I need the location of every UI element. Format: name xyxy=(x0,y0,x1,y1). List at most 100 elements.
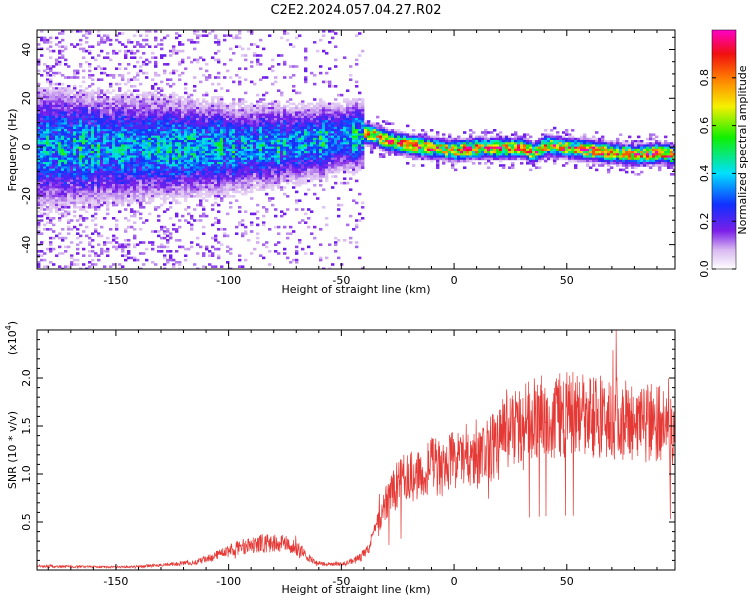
heatmap-cell xyxy=(52,230,56,233)
heatmap-cell xyxy=(286,168,290,172)
heatmap-cell xyxy=(94,122,98,125)
heatmap-cell xyxy=(259,122,263,125)
heatmap-cell xyxy=(181,115,185,119)
heatmap-cell xyxy=(70,118,74,121)
heatmap-cell xyxy=(121,170,125,174)
heatmap-cell xyxy=(67,133,71,136)
heatmap-cell xyxy=(85,199,89,202)
heatmap-cell xyxy=(262,137,266,141)
heatmap-cell xyxy=(250,181,254,185)
heatmap-cell xyxy=(94,190,98,194)
heatmap-cell xyxy=(154,120,158,123)
heatmap-cell xyxy=(61,208,65,211)
heatmap-cell xyxy=(274,181,278,185)
heatmap-cell xyxy=(37,91,41,95)
heatmap-cell xyxy=(76,135,80,139)
heatmap-cell xyxy=(163,162,167,165)
heatmap-cell xyxy=(61,142,65,145)
heatmap-cell xyxy=(82,135,86,139)
heatmap-cell xyxy=(112,144,116,147)
heatmap-cell xyxy=(91,206,95,209)
heatmap-cell xyxy=(286,129,290,132)
heatmap-cell xyxy=(124,188,128,191)
heatmap-cell xyxy=(55,148,59,152)
heatmap-cell xyxy=(220,148,224,152)
heatmap-cell xyxy=(208,250,212,253)
heatmap-cell xyxy=(106,241,110,244)
heatmap-cell xyxy=(67,168,71,172)
heatmap-cell xyxy=(229,47,233,51)
heatmap-cell xyxy=(88,76,92,79)
heatmap-cell xyxy=(172,140,176,143)
heatmap-cell xyxy=(277,151,281,154)
heatmap-cell xyxy=(130,201,134,205)
heatmap-cell xyxy=(271,188,275,191)
heatmap-cell xyxy=(154,148,158,152)
heatmap-cell xyxy=(79,151,83,154)
heatmap-cell xyxy=(154,164,158,167)
heatmap-cell xyxy=(229,115,233,119)
heatmap-cell xyxy=(127,146,131,150)
heatmap-cell xyxy=(115,129,119,132)
heatmap-cell xyxy=(187,179,191,183)
heatmap-cell xyxy=(280,142,284,145)
heatmap-cell xyxy=(232,107,236,110)
heatmap-cell xyxy=(73,157,77,161)
heatmap-cell xyxy=(145,71,149,75)
heatmap-cell xyxy=(226,179,230,183)
heatmap-cell xyxy=(166,102,170,106)
heatmap-cell xyxy=(133,137,137,141)
heatmap-cell xyxy=(196,181,200,185)
heatmap-cell xyxy=(109,144,113,147)
heatmap-cell xyxy=(193,148,197,152)
heatmap-cell xyxy=(151,195,155,198)
heatmap-cell xyxy=(190,173,194,176)
heatmap-cell xyxy=(46,208,50,211)
heatmap-cell xyxy=(67,102,71,106)
heatmap-cell xyxy=(58,126,62,130)
heatmap-cell xyxy=(85,120,89,123)
heatmap-cell xyxy=(43,122,47,125)
heatmap-cell xyxy=(97,78,101,81)
heatmap-cell xyxy=(52,162,56,165)
heatmap-cell xyxy=(214,197,218,200)
heatmap-cell xyxy=(133,245,137,249)
heatmap-cell xyxy=(64,206,68,209)
heatmap-cell xyxy=(259,157,263,161)
heatmap-cell xyxy=(175,159,179,163)
heatmap-cell xyxy=(70,151,74,154)
heatmap-cell xyxy=(238,120,242,123)
heatmap-cell xyxy=(133,144,137,147)
heatmap-cell xyxy=(52,151,56,154)
heatmap-cell xyxy=(118,188,122,191)
heatmap-cell xyxy=(208,32,212,35)
heatmap-cell xyxy=(82,206,86,209)
heatmap-cell xyxy=(193,173,197,176)
heatmap-cell xyxy=(118,140,122,143)
heatmap-cell xyxy=(115,157,119,161)
heatmap-cell xyxy=(154,118,158,121)
heatmap-cell xyxy=(283,135,287,139)
heatmap-cell xyxy=(211,223,215,227)
heatmap-cell xyxy=(235,74,239,77)
heatmap-cell xyxy=(256,122,260,125)
heatmap-cell xyxy=(160,89,164,92)
heatmap-cell xyxy=(43,197,47,200)
heatmap-cell xyxy=(202,146,206,150)
heatmap-cell xyxy=(196,195,200,198)
heatmap-cell xyxy=(91,135,95,139)
heatmap-cell xyxy=(163,93,167,97)
heatmap-cell xyxy=(181,190,185,194)
heatmap-cell xyxy=(52,203,56,207)
heatmap-cell xyxy=(172,98,176,101)
heatmap-cell xyxy=(79,126,83,130)
heatmap-cell xyxy=(154,111,158,114)
heatmap-cell xyxy=(232,195,236,198)
heatmap-cell xyxy=(91,175,95,178)
heatmap-cell xyxy=(247,115,251,119)
heatmap-cell xyxy=(121,146,125,150)
heatmap-cell xyxy=(190,175,194,178)
heatmap-cell xyxy=(190,190,194,194)
heatmap-cell xyxy=(130,151,134,154)
heatmap-cell xyxy=(37,181,41,185)
